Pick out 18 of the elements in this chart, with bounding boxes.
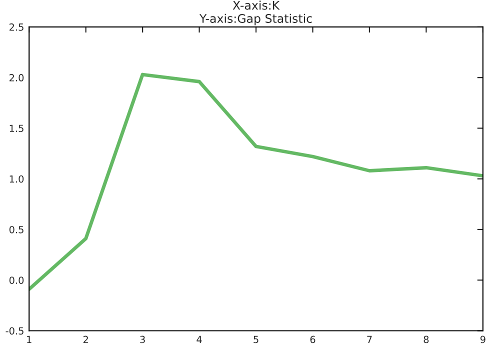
x-tick-label: 8 — [424, 336, 429, 344]
chart-title: X-axis:K Y-axis:Gap Statistic — [199, 0, 312, 26]
x-tick-label: 6 — [310, 336, 316, 344]
line-series — [29, 72, 483, 291]
x-tick-label: 4 — [196, 336, 202, 343]
x-tick-label: 1 — [27, 336, 32, 343]
y-tick-label: 2.0 — [10, 74, 24, 82]
x-tick-label: 5 — [254, 336, 258, 344]
y-tick-label: 2.5 — [10, 23, 24, 31]
y-tick-label: 1.0 — [10, 175, 24, 183]
y-tick-label: 0.5 — [9, 226, 24, 234]
y-tick-label: 1.5 — [10, 124, 24, 132]
y-tick-label: -0.5 — [6, 327, 24, 335]
x-tick-label: 7 — [367, 336, 372, 343]
x-tick-label: 9 — [480, 336, 486, 344]
y-tick-label: 0.0 — [9, 276, 24, 284]
x-tick-label: 3 — [140, 336, 145, 344]
x-tick-label: 2 — [83, 336, 88, 343]
